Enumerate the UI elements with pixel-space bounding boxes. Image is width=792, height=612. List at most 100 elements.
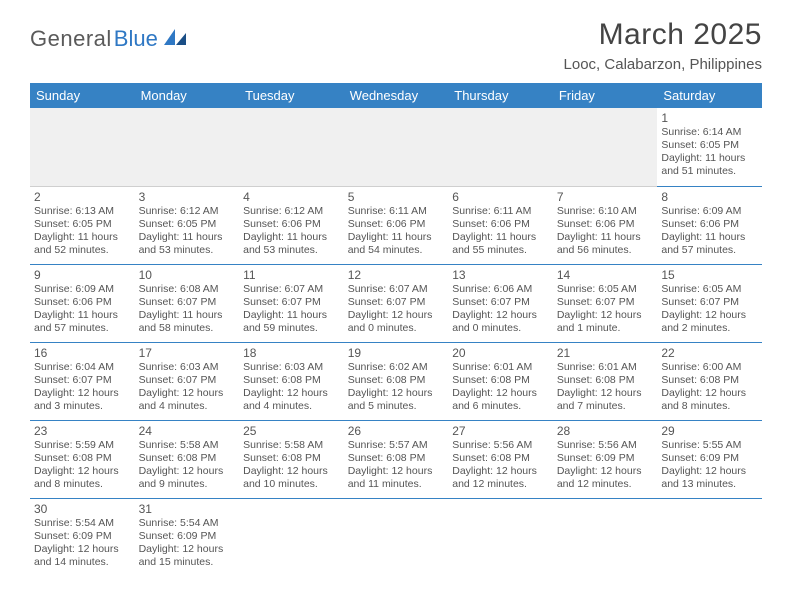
- day-number: 5: [348, 190, 445, 204]
- day-number: 19: [348, 346, 445, 360]
- calendar-cell: 12Sunrise: 6:07 AMSunset: 6:07 PMDayligh…: [344, 264, 449, 342]
- day-header: Friday: [553, 83, 658, 108]
- day-info: Sunrise: 6:08 AMSunset: 6:07 PMDaylight:…: [139, 283, 236, 336]
- calendar-cell: 29Sunrise: 5:55 AMSunset: 6:09 PMDayligh…: [657, 420, 762, 498]
- day-number: 22: [661, 346, 758, 360]
- day-number: 29: [661, 424, 758, 438]
- day-info: Sunrise: 6:11 AMSunset: 6:06 PMDaylight:…: [452, 205, 549, 258]
- sunrise-text: Sunrise: 5:55 AM: [661, 439, 758, 452]
- day-header: Sunday: [30, 83, 135, 108]
- header-row: General Blue March 2025 Looc, Calabarzon…: [30, 18, 762, 73]
- sunrise-text: Sunrise: 5:56 AM: [452, 439, 549, 452]
- calendar-cell: 31Sunrise: 5:54 AMSunset: 6:09 PMDayligh…: [135, 498, 240, 576]
- sunrise-text: Sunrise: 6:05 AM: [557, 283, 654, 296]
- sunrise-text: Sunrise: 6:01 AM: [557, 361, 654, 374]
- sunset-text: Sunset: 6:07 PM: [139, 374, 236, 387]
- sunset-text: Sunset: 6:07 PM: [348, 296, 445, 309]
- sunset-text: Sunset: 6:07 PM: [34, 374, 131, 387]
- day-info: Sunrise: 6:06 AMSunset: 6:07 PMDaylight:…: [452, 283, 549, 336]
- month-title: March 2025: [564, 18, 762, 52]
- day-info: Sunrise: 5:58 AMSunset: 6:08 PMDaylight:…: [243, 439, 340, 492]
- day-info: Sunrise: 6:02 AMSunset: 6:08 PMDaylight:…: [348, 361, 445, 414]
- day-header: Tuesday: [239, 83, 344, 108]
- daylight-text: Daylight: 12 hours and 13 minutes.: [661, 465, 758, 491]
- calendar-cell: 21Sunrise: 6:01 AMSunset: 6:08 PMDayligh…: [553, 342, 658, 420]
- day-info: Sunrise: 6:12 AMSunset: 6:05 PMDaylight:…: [139, 205, 236, 258]
- sunrise-text: Sunrise: 5:58 AM: [139, 439, 236, 452]
- sunrise-text: Sunrise: 6:14 AM: [661, 126, 758, 139]
- sunset-text: Sunset: 6:06 PM: [661, 218, 758, 231]
- day-number: 7: [557, 190, 654, 204]
- day-number: 24: [139, 424, 236, 438]
- daylight-text: Daylight: 11 hours and 59 minutes.: [243, 309, 340, 335]
- sunset-text: Sunset: 6:09 PM: [139, 530, 236, 543]
- calendar-week: 1Sunrise: 6:14 AMSunset: 6:05 PMDaylight…: [30, 108, 762, 186]
- day-number: 3: [139, 190, 236, 204]
- calendar-head: SundayMondayTuesdayWednesdayThursdayFrid…: [30, 83, 762, 108]
- day-info: Sunrise: 5:56 AMSunset: 6:08 PMDaylight:…: [452, 439, 549, 492]
- daylight-text: Daylight: 12 hours and 8 minutes.: [34, 465, 131, 491]
- day-number: 17: [139, 346, 236, 360]
- daylight-text: Daylight: 12 hours and 4 minutes.: [139, 387, 236, 413]
- day-info: Sunrise: 6:10 AMSunset: 6:06 PMDaylight:…: [557, 205, 654, 258]
- daylight-text: Daylight: 12 hours and 7 minutes.: [557, 387, 654, 413]
- day-info: Sunrise: 5:58 AMSunset: 6:08 PMDaylight:…: [139, 439, 236, 492]
- location-subtitle: Looc, Calabarzon, Philippines: [564, 56, 762, 73]
- sunset-text: Sunset: 6:06 PM: [243, 218, 340, 231]
- calendar-week: 2Sunrise: 6:13 AMSunset: 6:05 PMDaylight…: [30, 186, 762, 264]
- sunrise-text: Sunrise: 6:07 AM: [243, 283, 340, 296]
- daylight-text: Daylight: 11 hours and 55 minutes.: [452, 231, 549, 257]
- calendar-week: 16Sunrise: 6:04 AMSunset: 6:07 PMDayligh…: [30, 342, 762, 420]
- daylight-text: Daylight: 12 hours and 4 minutes.: [243, 387, 340, 413]
- calendar-cell: 17Sunrise: 6:03 AMSunset: 6:07 PMDayligh…: [135, 342, 240, 420]
- day-info: Sunrise: 6:00 AMSunset: 6:08 PMDaylight:…: [661, 361, 758, 414]
- sunset-text: Sunset: 6:07 PM: [139, 296, 236, 309]
- brand-text: General Blue: [30, 26, 158, 52]
- calendar-cell: 13Sunrise: 6:06 AMSunset: 6:07 PMDayligh…: [448, 264, 553, 342]
- sunset-text: Sunset: 6:07 PM: [661, 296, 758, 309]
- sunrise-text: Sunrise: 5:59 AM: [34, 439, 131, 452]
- calendar-cell: 1Sunrise: 6:14 AMSunset: 6:05 PMDaylight…: [657, 108, 762, 186]
- sunrise-text: Sunrise: 6:09 AM: [661, 205, 758, 218]
- sunset-text: Sunset: 6:08 PM: [348, 452, 445, 465]
- daylight-text: Daylight: 12 hours and 10 minutes.: [243, 465, 340, 491]
- sunset-text: Sunset: 6:08 PM: [452, 374, 549, 387]
- calendar-cell-empty: [657, 498, 762, 576]
- day-number: 26: [348, 424, 445, 438]
- day-number: 8: [661, 190, 758, 204]
- sunrise-text: Sunrise: 5:54 AM: [139, 517, 236, 530]
- sunset-text: Sunset: 6:06 PM: [452, 218, 549, 231]
- calendar-cell: 2Sunrise: 6:13 AMSunset: 6:05 PMDaylight…: [30, 186, 135, 264]
- calendar-cell-empty: [239, 498, 344, 576]
- calendar-cell-empty: [239, 108, 344, 186]
- calendar-week: 30Sunrise: 5:54 AMSunset: 6:09 PMDayligh…: [30, 498, 762, 576]
- calendar-cell: 16Sunrise: 6:04 AMSunset: 6:07 PMDayligh…: [30, 342, 135, 420]
- brand-blue: Blue: [114, 26, 158, 52]
- sunrise-text: Sunrise: 5:56 AM: [557, 439, 654, 452]
- daylight-text: Daylight: 11 hours and 52 minutes.: [34, 231, 131, 257]
- calendar-cell: 14Sunrise: 6:05 AMSunset: 6:07 PMDayligh…: [553, 264, 658, 342]
- day-info: Sunrise: 5:57 AMSunset: 6:08 PMDaylight:…: [348, 439, 445, 492]
- day-info: Sunrise: 5:54 AMSunset: 6:09 PMDaylight:…: [139, 517, 236, 570]
- sunset-text: Sunset: 6:05 PM: [34, 218, 131, 231]
- calendar-cell: 10Sunrise: 6:08 AMSunset: 6:07 PMDayligh…: [135, 264, 240, 342]
- daylight-text: Daylight: 12 hours and 2 minutes.: [661, 309, 758, 335]
- calendar-table: SundayMondayTuesdayWednesdayThursdayFrid…: [30, 83, 762, 576]
- sunset-text: Sunset: 6:08 PM: [243, 374, 340, 387]
- day-info: Sunrise: 6:11 AMSunset: 6:06 PMDaylight:…: [348, 205, 445, 258]
- calendar-cell: 22Sunrise: 6:00 AMSunset: 6:08 PMDayligh…: [657, 342, 762, 420]
- calendar-cell: 25Sunrise: 5:58 AMSunset: 6:08 PMDayligh…: [239, 420, 344, 498]
- day-number: 2: [34, 190, 131, 204]
- day-number: 31: [139, 502, 236, 516]
- daylight-text: Daylight: 11 hours and 56 minutes.: [557, 231, 654, 257]
- sunset-text: Sunset: 6:08 PM: [243, 452, 340, 465]
- daylight-text: Daylight: 12 hours and 1 minute.: [557, 309, 654, 335]
- day-number: 10: [139, 268, 236, 282]
- calendar-cell: 6Sunrise: 6:11 AMSunset: 6:06 PMDaylight…: [448, 186, 553, 264]
- calendar-week: 9Sunrise: 6:09 AMSunset: 6:06 PMDaylight…: [30, 264, 762, 342]
- calendar-week: 23Sunrise: 5:59 AMSunset: 6:08 PMDayligh…: [30, 420, 762, 498]
- calendar-cell: 18Sunrise: 6:03 AMSunset: 6:08 PMDayligh…: [239, 342, 344, 420]
- calendar-cell-empty: [448, 498, 553, 576]
- day-info: Sunrise: 6:01 AMSunset: 6:08 PMDaylight:…: [452, 361, 549, 414]
- day-info: Sunrise: 5:54 AMSunset: 6:09 PMDaylight:…: [34, 517, 131, 570]
